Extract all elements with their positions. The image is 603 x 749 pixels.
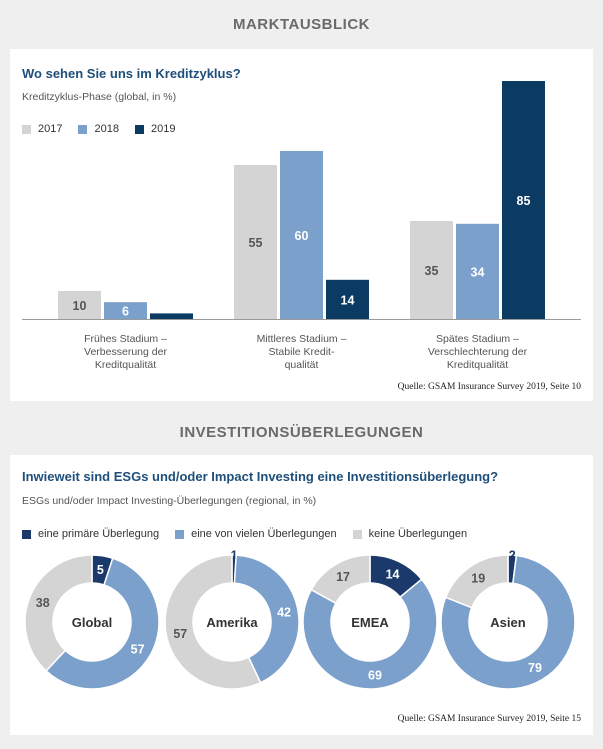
legend-swatch-2017 (22, 124, 31, 134)
donut-value-label-amerika-0: 1 (231, 549, 238, 563)
donut-slice-asien-1 (440, 554, 576, 690)
legend-label-primary: eine primäre Überlegung (38, 528, 160, 540)
category-label-1-1: Stabile Kredit- (269, 346, 335, 358)
bar-2018-0 (104, 302, 147, 319)
legend-item-2018: 2018 (78, 123, 119, 135)
bar-value-label-2017-0: 10 (73, 299, 87, 313)
bar-2019-1 (326, 279, 369, 319)
donut-value-label-emea-1: 69 (368, 668, 382, 682)
donut-chart-legend: eine primäre Überlegung eine von vielen … (22, 528, 483, 540)
donut-value-label-asien-1: 79 (528, 661, 542, 675)
donut-center-label-global: Global (72, 615, 112, 630)
legend-item-primary: eine primäre Überlegung (22, 528, 159, 540)
donut-center-label-amerika: Amerika (206, 615, 258, 630)
category-label-0-0: Frühes Stadium – (84, 333, 167, 345)
category-label-0-2: Kreditqualität (95, 359, 156, 371)
bar-chart-subtitle: Kreditzyklus-Phase (global, in %) (22, 91, 177, 103)
section-heading-investitionsueberlegungen: INVESTITIONSÜBERLEGUNGEN (179, 424, 424, 441)
bar-value-label-2018-0: 6 (122, 305, 129, 319)
bar-2019-2 (502, 81, 545, 319)
category-label-0-1: Verbesserung der (84, 346, 167, 358)
section-heading-marktausblick: MARKTAUSBLICK (232, 16, 371, 33)
legend-item-2017: 2017 (22, 123, 62, 135)
donut-chart-title: Inwieweit sind ESGs und/oder Impact Inve… (22, 469, 499, 484)
donut-slice-global-2 (24, 554, 93, 672)
bar-2017-0 (58, 291, 101, 319)
legend-swatch-primary (22, 529, 31, 539)
legend-swatch-none (352, 529, 362, 539)
legend-label-none: keine Überlegungen (368, 528, 468, 540)
legend-label-many: eine von vielen Überlegungen (191, 528, 337, 540)
legend-label-2019: 2019 (150, 123, 176, 135)
legend-item-none: keine Überlegungen (352, 528, 468, 540)
donut-chart-source: Quelle: GSAM Insurance Survey 2019, Seit… (397, 714, 581, 724)
bar-chart-title: Wo sehen Sie uns im Kreditzyklus? (22, 66, 241, 81)
bar-2018-2 (456, 223, 499, 319)
donut-center-label-emea: EMEA (351, 615, 389, 630)
bar-value-label-2019-2: 85 (517, 194, 531, 208)
bar-2018-1 (280, 151, 323, 319)
donut-slice-amerika-1 (233, 554, 300, 684)
donut-value-label-amerika-1: 42 (277, 606, 291, 620)
category-label-2-1: Verschlechterung der (428, 346, 528, 358)
donut-value-label-asien-0: 2 (509, 549, 516, 563)
donut-slice-emea-2 (310, 554, 371, 605)
donut-value-label-emea-2: 17 (336, 570, 350, 584)
legend-swatch-2019 (134, 124, 144, 134)
category-label-2-2: Kreditqualität (447, 359, 508, 371)
bar-2017-2 (410, 221, 453, 319)
bar-chart-legend: 2017 2018 2019 (22, 123, 191, 135)
bar-chart-panel: Wo sehen Sie uns im Kreditzyklus? Kredit… (10, 49, 593, 401)
donut-chart-panel: Inwieweit sind ESGs und/oder Impact Inve… (10, 455, 593, 735)
legend-item-2019: 2019 (134, 123, 176, 135)
donut-chart-plot: 5 57 38 Global 1 42 57 Amerika 14 69 17 EMEA 2 79 19 As… (24, 549, 576, 690)
donut-value-label-global-2: 38 (36, 596, 50, 610)
legend-label-2018: 2018 (94, 123, 119, 135)
legend-swatch-2018 (78, 124, 88, 134)
bar-value-label-2017-1: 55 (249, 236, 263, 250)
donut-value-label-asien-2: 19 (471, 572, 485, 586)
donut-slice-asien-2 (444, 554, 509, 609)
donut-slice-global-1 (45, 557, 160, 690)
donut-value-label-amerika-2: 57 (173, 627, 187, 641)
category-label-1-2: qualität (285, 359, 319, 371)
donut-chart-subtitle: ESGs und/oder Impact Investing-Überlegun… (22, 495, 317, 507)
legend-label-2017: 2017 (38, 123, 63, 135)
donut-value-label-global-0: 5 (97, 563, 104, 577)
bar-value-label-2017-2: 35 (425, 264, 439, 278)
category-label-2-0: Spätes Stadium – (436, 333, 519, 345)
legend-item-many: eine von vielen Überlegungen (175, 528, 337, 540)
donut-value-label-emea-0: 14 (386, 568, 400, 582)
legend-swatch-many (175, 529, 185, 539)
bar-2017-1 (234, 165, 277, 319)
bar-value-label-2018-1: 60 (295, 229, 309, 243)
bar-value-label-2018-2: 34 (471, 265, 485, 279)
donut-center-label-asien: Asien (490, 615, 525, 630)
donut-slice-amerika-2 (164, 554, 262, 690)
category-label-1-0: Mittleres Stadium – (257, 333, 347, 345)
bar-2019-0 (150, 313, 193, 319)
bar-chart-source: Quelle: GSAM Insurance Survey 2019, Seit… (397, 382, 581, 392)
donut-slice-emea-1 (302, 578, 438, 690)
bar-value-label-2019-1: 14 (341, 293, 355, 307)
donut-value-label-global-1: 57 (131, 642, 145, 656)
